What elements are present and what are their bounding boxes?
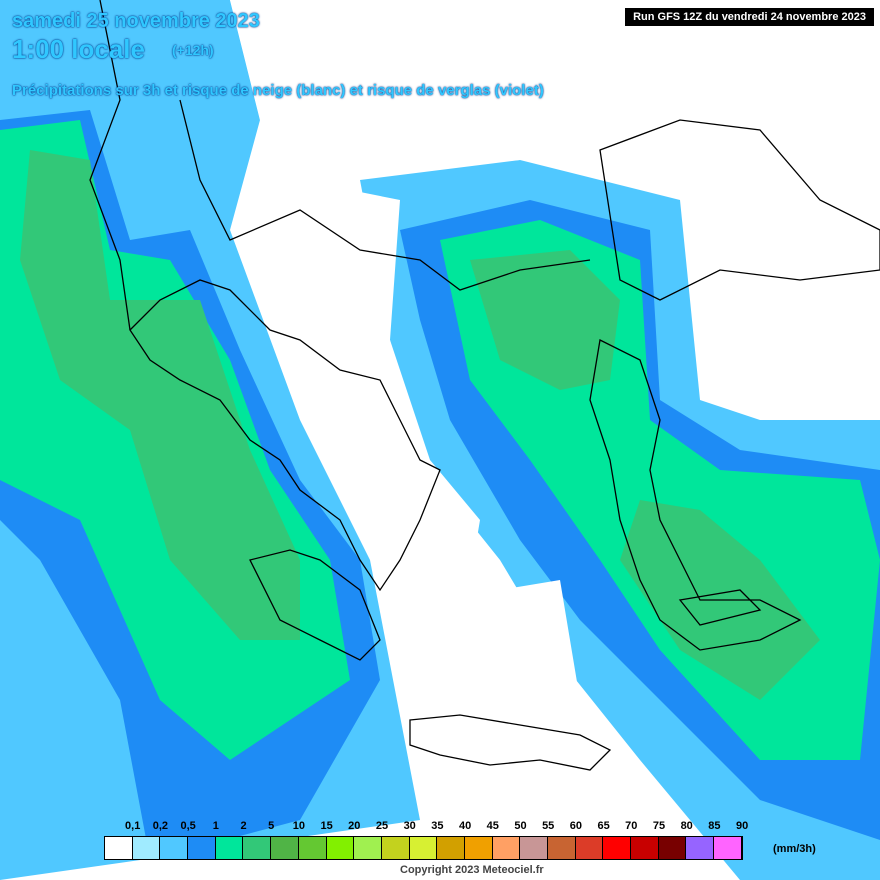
legend-swatch bbox=[548, 837, 576, 859]
legend-swatch bbox=[354, 837, 382, 859]
legend-swatch bbox=[464, 837, 493, 859]
legend-swatch bbox=[409, 837, 438, 859]
legend-bar bbox=[104, 836, 743, 860]
legend-label: 70 bbox=[625, 820, 638, 832]
legend-label: 1 bbox=[212, 820, 219, 832]
legend-swatch bbox=[381, 837, 410, 859]
legend-label: 0,1 bbox=[125, 820, 141, 832]
legend-label: 30 bbox=[403, 820, 416, 832]
time-title: 1:00 locale bbox=[12, 34, 145, 64]
legend-label: 10 bbox=[292, 820, 306, 832]
legend-label: 75 bbox=[652, 820, 666, 832]
legend-swatch bbox=[188, 837, 216, 859]
legend-unit: (mm/3h) bbox=[773, 843, 816, 855]
legend-swatch bbox=[160, 837, 189, 859]
legend-swatch bbox=[105, 837, 133, 859]
legend-label: 65 bbox=[597, 820, 610, 832]
legend-label: 50 bbox=[514, 820, 527, 832]
legend-label: 0,5 bbox=[180, 820, 196, 832]
legend-label: 60 bbox=[569, 820, 583, 832]
legend-label: 0,2 bbox=[152, 820, 169, 832]
legend-swatch bbox=[271, 837, 299, 859]
legend-swatch bbox=[686, 837, 715, 859]
legend-label: 55 bbox=[542, 820, 555, 832]
copyright: Copyright 2023 Meteociel.fr bbox=[400, 864, 544, 876]
legend-swatch bbox=[631, 837, 659, 859]
legend-swatch bbox=[437, 837, 465, 859]
subtitle: Précipitations sur 3h et risque de neige… bbox=[12, 82, 544, 99]
date-title: samedi 25 novembre 2023 bbox=[12, 10, 260, 32]
legend-swatch bbox=[520, 837, 548, 859]
coastlines bbox=[89, 0, 880, 771]
legend-swatch bbox=[575, 837, 604, 859]
legend-swatch bbox=[243, 837, 272, 859]
legend-label: 85 bbox=[708, 820, 721, 832]
legend-label: 15 bbox=[320, 820, 333, 832]
legend-label: 90 bbox=[735, 820, 749, 832]
legend-swatch bbox=[298, 837, 327, 859]
legend-label: 35 bbox=[431, 820, 444, 832]
legend-label: 2 bbox=[240, 820, 247, 832]
legend-label: 40 bbox=[458, 820, 472, 832]
legend-label: 25 bbox=[375, 820, 389, 832]
legend-swatch bbox=[492, 837, 521, 859]
legend-label: 5 bbox=[268, 820, 275, 832]
legend-swatch bbox=[132, 837, 161, 859]
legend-swatch bbox=[658, 837, 687, 859]
legend-swatch bbox=[215, 837, 244, 859]
legend-label: 45 bbox=[486, 820, 499, 832]
legend-swatch bbox=[714, 837, 742, 859]
offset: (+12h) bbox=[172, 42, 214, 58]
run-info: Run GFS 12Z du vendredi 24 novembre 2023 bbox=[625, 8, 874, 26]
legend-label: 80 bbox=[680, 820, 693, 832]
legend-swatch bbox=[603, 837, 632, 859]
legend-label: 20 bbox=[348, 820, 361, 832]
legend-swatch bbox=[326, 837, 355, 859]
